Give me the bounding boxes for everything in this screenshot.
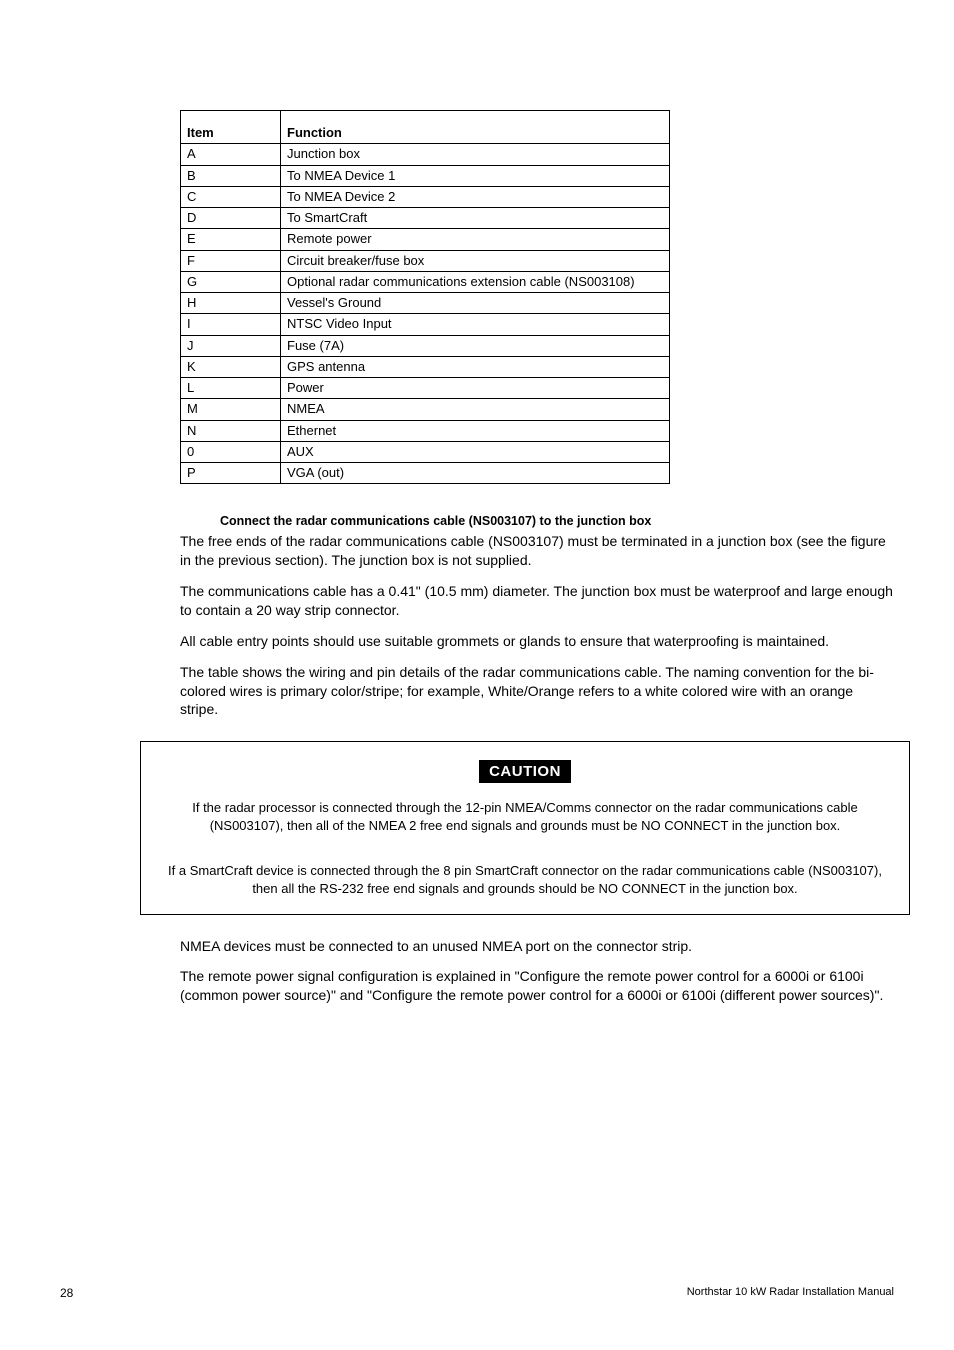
table-cell-item: F	[181, 250, 281, 271]
table-row: DTo SmartCraft	[181, 208, 670, 229]
paragraph: NMEA devices must be connected to an unu…	[180, 937, 894, 956]
table-cell-function: GPS antenna	[281, 356, 670, 377]
table-cell-item: G	[181, 271, 281, 292]
table-cell-item: I	[181, 314, 281, 335]
table-row: 0AUX	[181, 441, 670, 462]
paragraph: The communications cable has a 0.41" (10…	[180, 582, 894, 620]
table-row: MNMEA	[181, 399, 670, 420]
caution-label: CAUTION	[479, 760, 571, 783]
table-row: AJunction box	[181, 144, 670, 165]
table-cell-function: NMEA	[281, 399, 670, 420]
table-row: ERemote power	[181, 229, 670, 250]
table-cell-item: 0	[181, 441, 281, 462]
table-header-function: Function	[281, 111, 670, 144]
paragraph: The free ends of the radar communication…	[180, 532, 894, 570]
table-cell-item: K	[181, 356, 281, 377]
table-cell-item: H	[181, 293, 281, 314]
table-cell-item: L	[181, 378, 281, 399]
caution-box: CAUTION If the radar processor is connec…	[140, 741, 910, 914]
table-cell-item: B	[181, 165, 281, 186]
caution-text: If a SmartCraft device is connected thro…	[155, 862, 895, 897]
table-row: CTo NMEA Device 2	[181, 186, 670, 207]
table-row: FCircuit breaker/fuse box	[181, 250, 670, 271]
doc-title: Northstar 10 kW Radar Installation Manua…	[687, 1286, 894, 1300]
table-cell-function: Junction box	[281, 144, 670, 165]
table-cell-item: E	[181, 229, 281, 250]
table-cell-item: P	[181, 463, 281, 484]
table-row: JFuse (7A)	[181, 335, 670, 356]
table-cell-function: Ethernet	[281, 420, 670, 441]
table-cell-function: Remote power	[281, 229, 670, 250]
table-row: HVessel's Ground	[181, 293, 670, 314]
table-cell-item: A	[181, 144, 281, 165]
page-footer: 28 Northstar 10 kW Radar Installation Ma…	[0, 1286, 954, 1300]
table-row: LPower	[181, 378, 670, 399]
table-cell-function: NTSC Video Input	[281, 314, 670, 335]
section-heading: Connect the radar communications cable (…	[220, 514, 894, 528]
item-function-table: Item Function AJunction boxBTo NMEA Devi…	[180, 110, 670, 484]
paragraph: The table shows the wiring and pin detai…	[180, 663, 894, 720]
table-cell-function: To NMEA Device 2	[281, 186, 670, 207]
table-row: BTo NMEA Device 1	[181, 165, 670, 186]
table-row: INTSC Video Input	[181, 314, 670, 335]
table-cell-function: AUX	[281, 441, 670, 462]
table-cell-function: VGA (out)	[281, 463, 670, 484]
table-cell-function: Power	[281, 378, 670, 399]
table-row: PVGA (out)	[181, 463, 670, 484]
table-cell-function: To SmartCraft	[281, 208, 670, 229]
table-cell-item: D	[181, 208, 281, 229]
table-row: GOptional radar communications extension…	[181, 271, 670, 292]
paragraph: All cable entry points should use suitab…	[180, 632, 894, 651]
table-cell-function: Fuse (7A)	[281, 335, 670, 356]
table-cell-function: To NMEA Device 1	[281, 165, 670, 186]
caution-text: If the radar processor is connected thro…	[155, 799, 895, 834]
table-cell-function: Circuit breaker/fuse box	[281, 250, 670, 271]
page-number: 28	[60, 1286, 73, 1300]
table-cell-item: M	[181, 399, 281, 420]
table-row: KGPS antenna	[181, 356, 670, 377]
table-cell-item: N	[181, 420, 281, 441]
table-cell-item: J	[181, 335, 281, 356]
table-row: NEthernet	[181, 420, 670, 441]
table-header-item: Item	[181, 111, 281, 144]
paragraph: The remote power signal configuration is…	[180, 967, 894, 1005]
table-cell-function: Vessel's Ground	[281, 293, 670, 314]
table-cell-item: C	[181, 186, 281, 207]
table-cell-function: Optional radar communications extension …	[281, 271, 670, 292]
